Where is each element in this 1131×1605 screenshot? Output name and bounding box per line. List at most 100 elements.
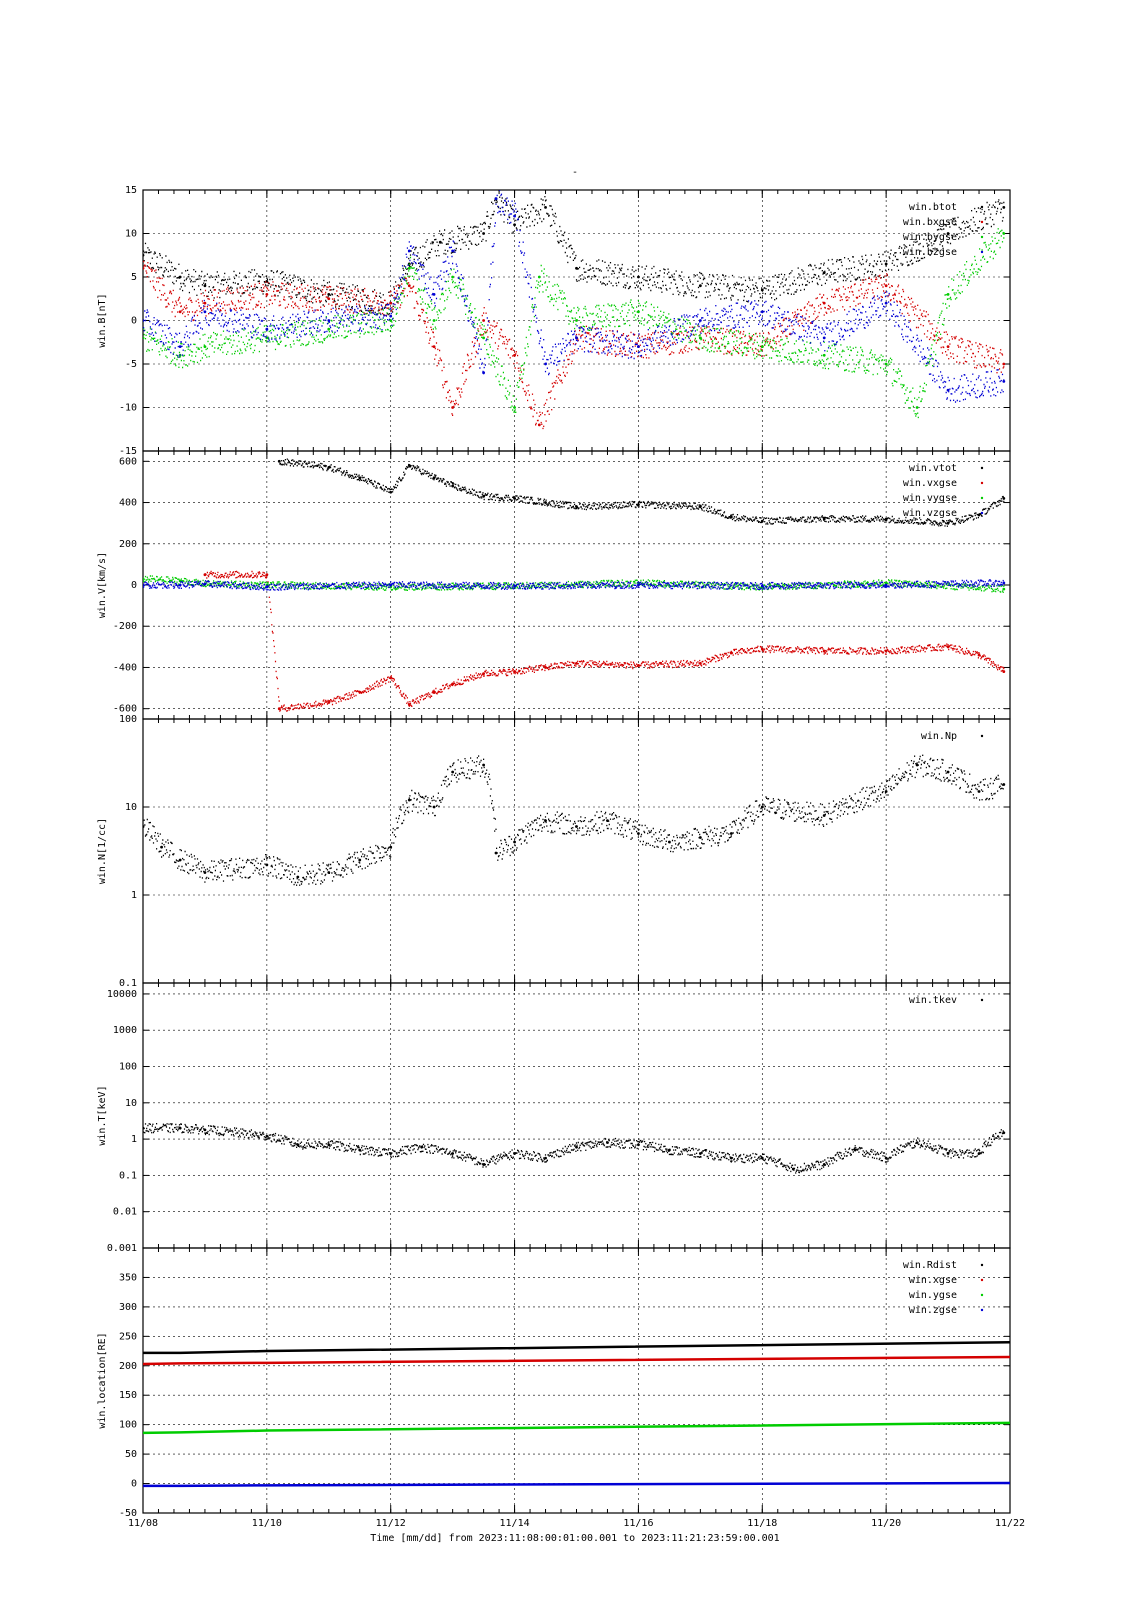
data-point <box>358 858 362 862</box>
data-point <box>143 319 145 322</box>
legend-entry: win.vygse <box>903 493 957 504</box>
data-point <box>160 845 163 849</box>
y-axis-label: win.B[nT] <box>97 293 108 347</box>
y-tick-label: 50 <box>125 1449 137 1460</box>
data-point <box>482 232 486 235</box>
legend: win.tkev <box>909 995 984 1006</box>
data-point <box>451 249 455 253</box>
data-point <box>143 336 145 340</box>
data-point <box>482 336 486 340</box>
legend-entry: win.ygse <box>909 1290 957 1301</box>
y-axis-label: win.location[RE] <box>97 1332 108 1428</box>
series-trace <box>143 754 1005 886</box>
data-point <box>1002 587 1006 591</box>
data-point <box>203 345 207 348</box>
y-tick-label: -10 <box>119 403 137 414</box>
data-layer <box>143 1340 1010 1488</box>
y-tick-label: -50 <box>119 1508 137 1519</box>
data-point <box>265 327 269 331</box>
y-tick-label: 0 <box>131 580 137 591</box>
panel-frame <box>142 982 1011 1249</box>
x-tick-label: 11/14 <box>500 1518 530 1529</box>
data-point <box>513 353 516 357</box>
data-point <box>513 840 516 844</box>
data-point <box>178 583 182 587</box>
series-win-ygse <box>143 1421 1010 1435</box>
data-layer <box>143 754 1006 886</box>
series-win-tkev <box>143 1123 1006 1174</box>
data-point <box>884 284 888 288</box>
y-axis-label: win.N[1/cc] <box>97 818 108 884</box>
legend-entry: win.vxgse <box>903 478 957 489</box>
legend-entry: win.bxgse <box>903 217 957 228</box>
series-win-vxgse <box>203 570 1006 712</box>
y-tick-label: 400 <box>119 498 137 509</box>
data-point <box>494 197 498 201</box>
series-line <box>143 1481 1010 1488</box>
series-win-vtot <box>277 458 1006 527</box>
data-layer <box>143 190 1006 430</box>
legend-entry: win.zgse <box>909 1305 957 1316</box>
data-point <box>946 388 950 392</box>
legend-marker <box>980 235 984 239</box>
panel-1: 15 10 5 0 -5 -10 -15 win.B[nT] win.btot win.bxgse… <box>97 185 1011 457</box>
legend-marker <box>980 466 984 470</box>
y-tick-label: 10000 <box>107 989 137 1000</box>
series-line <box>143 1340 1010 1355</box>
legend-entry: win.Rdist <box>903 1260 957 1271</box>
y-tick-label: 300 <box>119 1302 137 1313</box>
legend-marker <box>980 998 984 1002</box>
data-point <box>1002 670 1006 673</box>
y-tick-label: 0.01 <box>113 1207 137 1218</box>
panel-5: 350 300 250 200 150 100 50 0 -50 win.location[RE]… <box>97 1247 1025 1529</box>
legend-marker <box>980 1308 984 1312</box>
y-tick-label: 0 <box>131 316 137 327</box>
legend-marker <box>980 1293 984 1297</box>
series-line <box>143 1421 1010 1435</box>
series-trace <box>279 458 1005 527</box>
series-win-Np <box>143 754 1006 886</box>
legend-entry: win.bygse <box>903 232 957 243</box>
series-trace <box>143 260 1005 430</box>
y-axis-label: win.V[km/s] <box>97 552 108 618</box>
data-point <box>1002 380 1006 383</box>
y-tick-label: -5 <box>125 359 137 370</box>
data-point <box>203 284 207 288</box>
legend-marker <box>980 250 984 254</box>
data-point <box>544 206 547 209</box>
legend: win.btot win.bxgse win.bygse win.bzgse <box>903 202 984 258</box>
y-tick-label: -400 <box>113 662 137 673</box>
y-tick-label: 100 <box>119 1062 137 1073</box>
series-win-bygse <box>143 228 1006 419</box>
panel-frame <box>142 1247 1011 1514</box>
data-point <box>760 345 764 348</box>
series-win-vzgse <box>143 579 1006 591</box>
data-point <box>277 707 281 711</box>
data-layer <box>143 1123 1006 1174</box>
legend: win.Rdist win.xgse win.ygse win.zgse <box>903 1260 984 1316</box>
y-tick-label: 150 <box>119 1390 137 1401</box>
y-tick-label: -200 <box>113 621 137 632</box>
data-point <box>575 1145 578 1149</box>
x-tick-label: 11/20 <box>871 1518 901 1529</box>
y-tick-label: 10 <box>125 229 137 240</box>
data-point <box>432 805 436 809</box>
data-point <box>407 266 411 270</box>
y-tick-label: 350 <box>119 1272 137 1283</box>
data-point <box>946 232 950 235</box>
data-point <box>296 875 300 879</box>
y-tick-label: 1 <box>131 1134 137 1145</box>
data-point <box>637 832 640 835</box>
y-tick-label: 0.1 <box>119 1170 137 1181</box>
data-point <box>1002 362 1006 366</box>
x-tick-label: 11/16 <box>623 1518 653 1529</box>
legend: win.vtot win.vxgse win.vygse win.vzgse <box>903 463 984 519</box>
y-tick-label: 15 <box>125 185 137 196</box>
series-trace <box>204 570 1005 712</box>
data-point <box>513 406 516 409</box>
legend-entry: win.xgse <box>909 1275 957 1286</box>
data-point <box>203 301 207 305</box>
legend-entry: win.btot <box>909 202 957 213</box>
legend-marker <box>980 481 984 485</box>
